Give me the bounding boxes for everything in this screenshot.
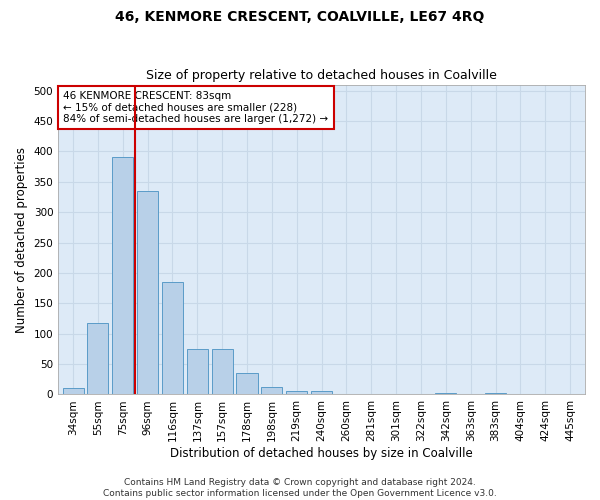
Text: 46, KENMORE CRESCENT, COALVILLE, LE67 4RQ: 46, KENMORE CRESCENT, COALVILLE, LE67 4R… xyxy=(115,10,485,24)
Bar xyxy=(62,388,83,394)
Bar xyxy=(162,282,183,395)
Y-axis label: Number of detached properties: Number of detached properties xyxy=(15,146,28,332)
X-axis label: Distribution of detached houses by size in Coalville: Distribution of detached houses by size … xyxy=(170,447,473,460)
Bar xyxy=(485,393,506,394)
Bar xyxy=(435,393,457,394)
Bar xyxy=(212,349,233,395)
Text: 46 KENMORE CRESCENT: 83sqm
← 15% of detached houses are smaller (228)
84% of sem: 46 KENMORE CRESCENT: 83sqm ← 15% of deta… xyxy=(64,91,329,124)
Text: Contains HM Land Registry data © Crown copyright and database right 2024.
Contai: Contains HM Land Registry data © Crown c… xyxy=(103,478,497,498)
Bar xyxy=(187,349,208,395)
Bar xyxy=(88,323,109,394)
Bar xyxy=(112,158,133,394)
Bar xyxy=(137,191,158,394)
Bar xyxy=(262,386,283,394)
Title: Size of property relative to detached houses in Coalville: Size of property relative to detached ho… xyxy=(146,69,497,82)
Bar xyxy=(236,373,257,394)
Bar xyxy=(286,392,307,394)
Bar xyxy=(311,392,332,394)
